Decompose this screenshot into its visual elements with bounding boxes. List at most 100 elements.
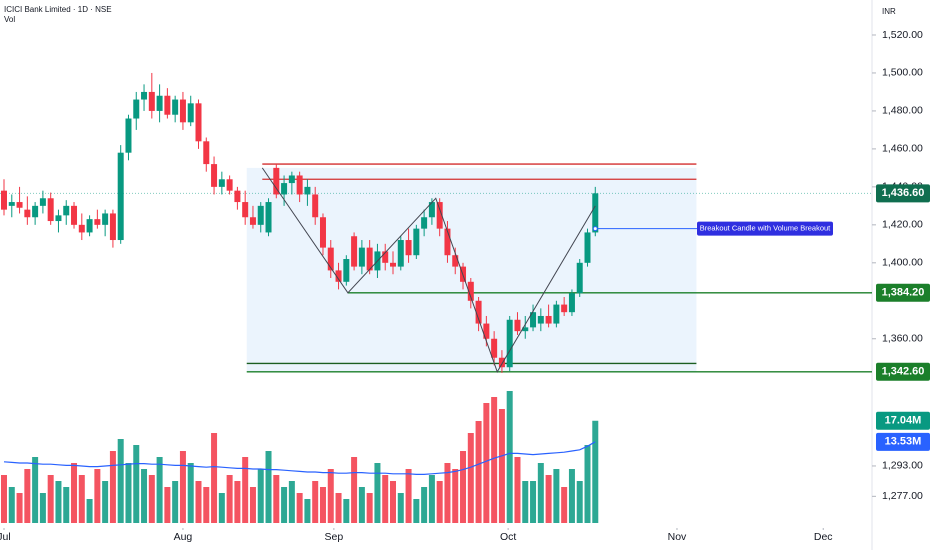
x-tick-label: Dec (814, 531, 833, 543)
candle-body (421, 217, 428, 229)
candle-body (358, 247, 365, 267)
candle-body (568, 293, 575, 313)
annotation-text: Breakout Candle with Volume Breakout (700, 224, 831, 233)
candle-body (187, 103, 194, 123)
y-tick-label: 1,460.00 (882, 143, 923, 155)
y-tick-label: 1,480.00 (882, 105, 923, 117)
volume-bar (102, 481, 109, 523)
volume-bar (514, 457, 521, 523)
candle-body (47, 198, 54, 222)
candle-body (203, 141, 210, 165)
candle-body (257, 205, 264, 225)
volume-bar (273, 475, 280, 523)
currency: INR (882, 7, 896, 16)
volume-bar (211, 433, 218, 523)
candle-body (327, 247, 334, 271)
candle-body (319, 217, 326, 248)
candle-body (397, 240, 404, 267)
volume-bar (32, 457, 39, 523)
volume-bar (156, 457, 163, 523)
x-tick-label: Nov (668, 531, 687, 543)
candle-body (211, 164, 218, 187)
volume-bar (397, 493, 404, 523)
candle-body (561, 304, 568, 313)
candle-body (553, 304, 560, 324)
candle-body (584, 232, 591, 263)
volume-bar (179, 451, 186, 523)
volume-bar (8, 487, 15, 523)
candle-body (545, 315, 552, 324)
y-tick-label: 1,520.00 (882, 29, 923, 41)
volume-bar (522, 481, 529, 523)
volume-bar (55, 481, 62, 523)
candle-body (16, 202, 23, 208)
volume-label: 17.04M (885, 415, 922, 427)
candle-body (172, 99, 179, 115)
y-tick-label: 1,400.00 (882, 257, 923, 269)
last-price-label-box (876, 184, 930, 203)
candle-body (576, 262, 583, 294)
volume-bar (374, 463, 381, 523)
volume-bar (506, 391, 513, 523)
x-tick-label: Oct (500, 531, 516, 543)
annotation-box (697, 221, 833, 236)
volume-bar (288, 481, 295, 523)
candle-body (39, 198, 46, 206)
candle-body (71, 205, 78, 225)
candle-body (63, 205, 70, 216)
candle-body (78, 224, 85, 233)
volume-bar (109, 451, 116, 523)
volume-bar (249, 487, 256, 523)
volume-bar (187, 463, 194, 523)
candle-body (265, 202, 272, 233)
volume-bar (351, 457, 358, 523)
candle-body (530, 312, 537, 328)
candle-body (141, 91, 148, 100)
candle-body (498, 357, 505, 368)
volume-bar (242, 457, 249, 523)
volume-bar (319, 487, 326, 523)
candle-body (452, 255, 459, 267)
line-price-label: 1,342.60 (882, 366, 925, 378)
candle-body (133, 99, 140, 119)
volume-bar (164, 487, 171, 523)
volume-bar (203, 487, 210, 523)
range-zone (246, 167, 697, 372)
x-tick-label: Aug (174, 531, 193, 543)
volume-bar (436, 481, 443, 523)
candle-body (592, 193, 599, 233)
volume-bar (141, 469, 148, 523)
volume-bar (592, 420, 599, 523)
volume-label: 13.53M (885, 436, 922, 448)
volume-label-box (876, 432, 930, 451)
volume-bar (428, 475, 435, 523)
line-price-label-box (876, 283, 930, 302)
candle-body (514, 319, 521, 332)
volume-bar (94, 469, 101, 523)
y-tick-label: 1,500.00 (882, 67, 923, 79)
volume-bar (421, 487, 428, 523)
candle-body (164, 95, 171, 115)
candle-body (288, 175, 295, 184)
candle-body (296, 175, 303, 195)
volume-bar (78, 475, 85, 523)
candle-body (491, 338, 498, 358)
candle-body (483, 323, 490, 339)
candle-body (366, 247, 373, 271)
volume-ma-line (3, 441, 596, 475)
candle-body (522, 327, 529, 332)
volume-title: Vol (4, 15, 15, 24)
candle-body (405, 240, 412, 256)
volume-bar (195, 481, 202, 523)
volume-bar (335, 493, 342, 523)
volume-bar (444, 463, 451, 523)
volume-bar (327, 469, 334, 523)
candle-body (312, 194, 319, 218)
last-price-label: 1,436.60 (882, 187, 925, 199)
candle-body (413, 228, 420, 256)
volume-bar (133, 445, 140, 523)
volume-bar (63, 487, 70, 523)
volume-bar (366, 493, 373, 523)
volume-bar (553, 469, 560, 523)
